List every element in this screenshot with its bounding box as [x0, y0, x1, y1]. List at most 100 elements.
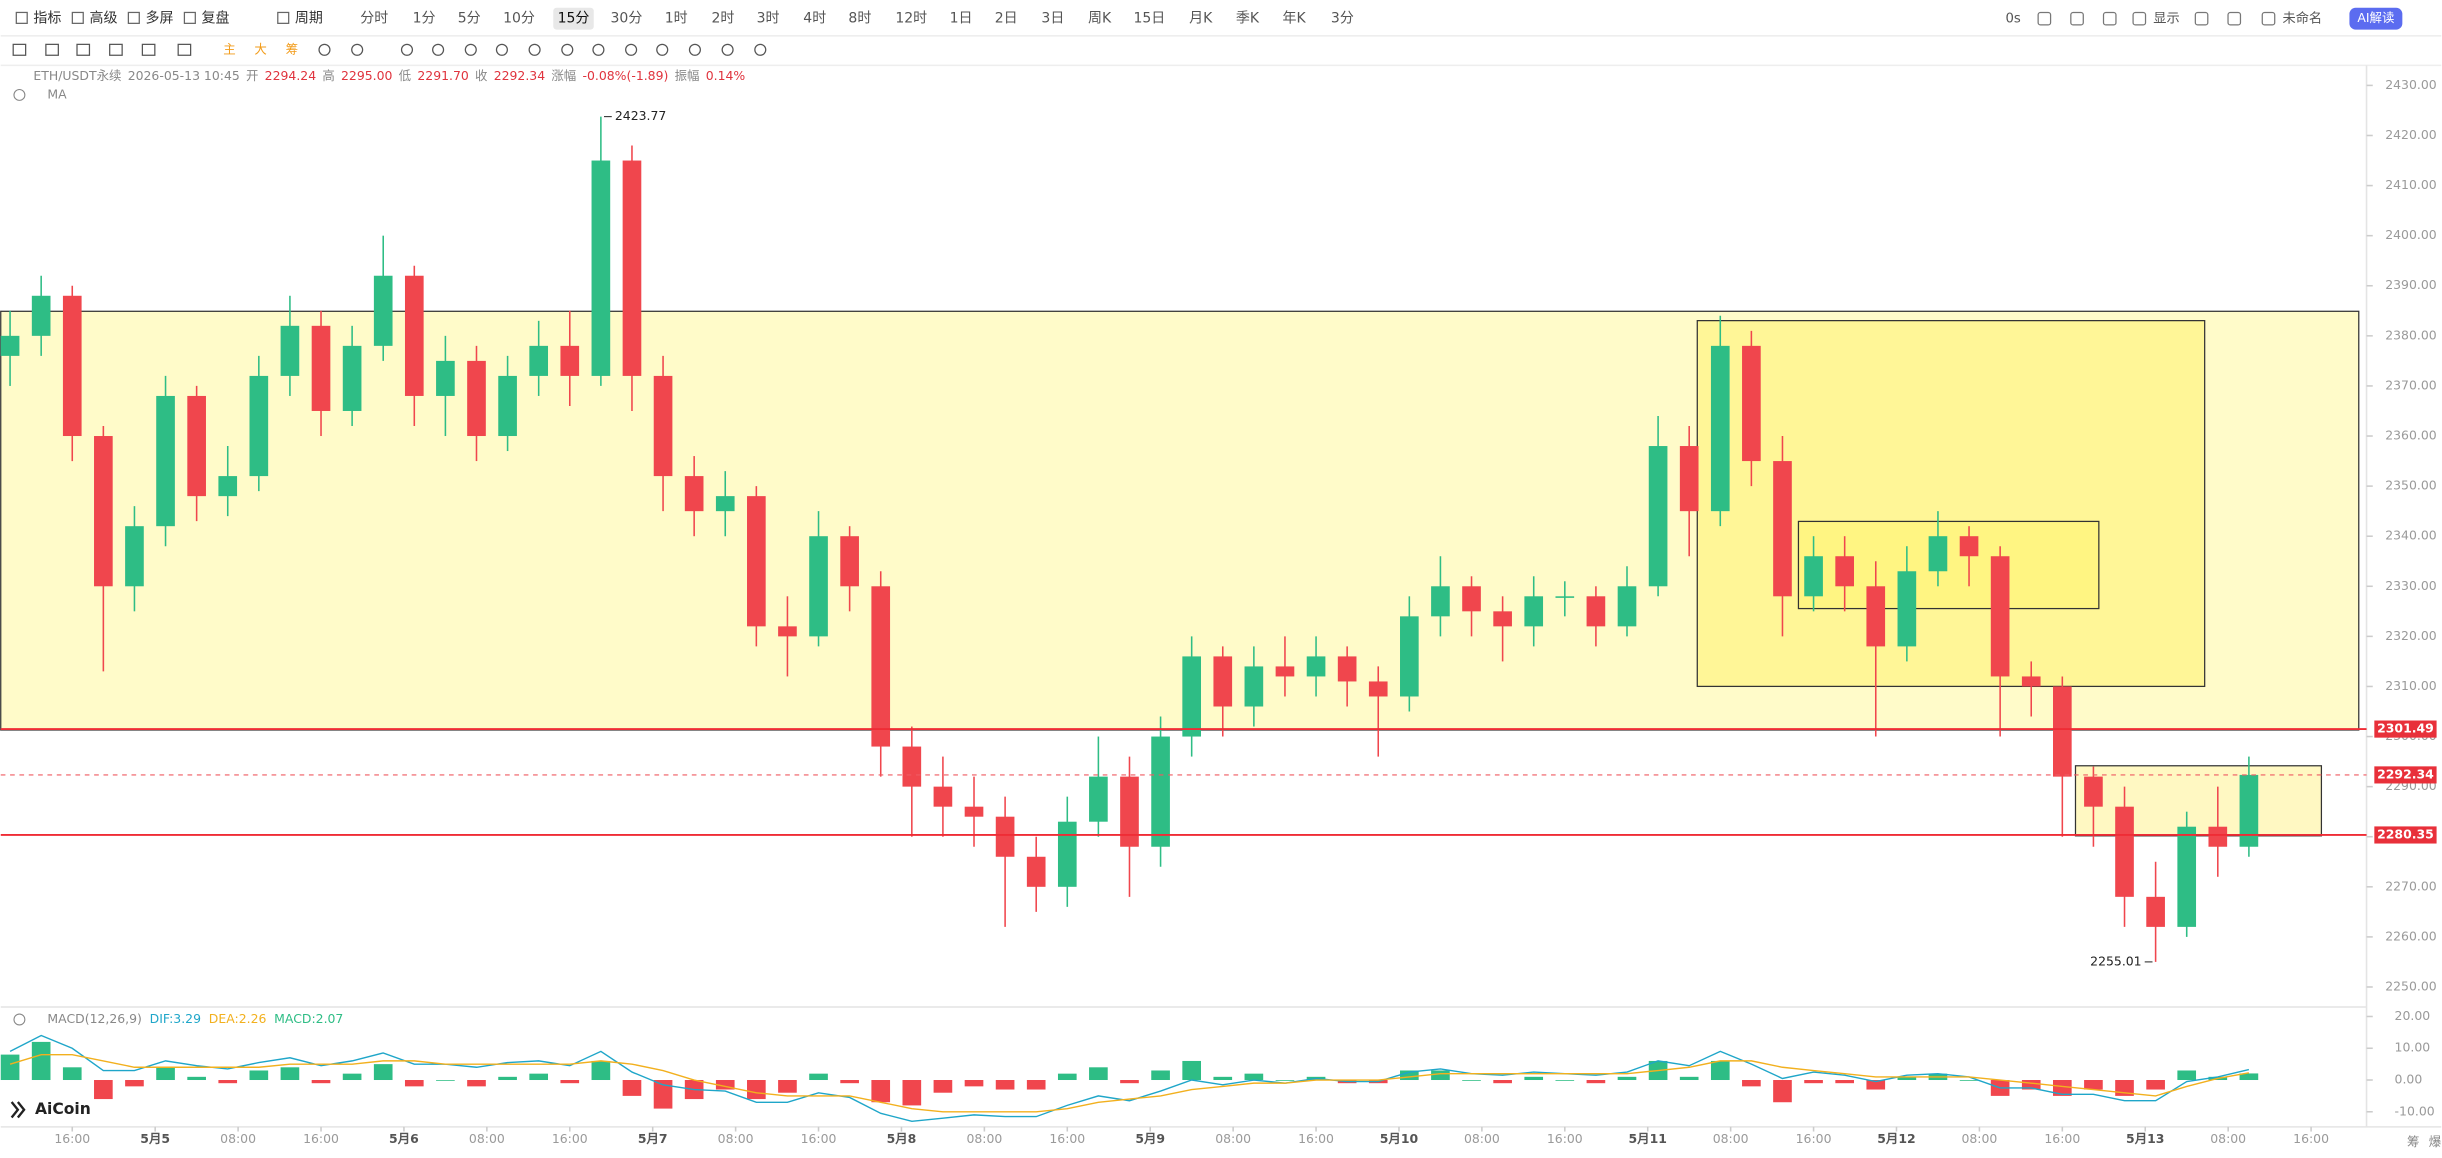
- drawing-tool[interactable]: [464, 43, 477, 56]
- toolbar-button[interactable]: 显示: [2153, 12, 2179, 27]
- macd-bar: [2239, 1073, 2259, 1081]
- x-tick-label: 08:00: [469, 1131, 505, 1146]
- period-button[interactable]: 5分: [458, 11, 481, 27]
- macd-bar: [1897, 1076, 1917, 1081]
- candle-body: [1057, 821, 1077, 887]
- period-button[interactable]: 15分: [558, 11, 590, 27]
- indicator-toggle[interactable]: [13, 1013, 26, 1026]
- candle-body: [964, 806, 984, 817]
- y-tick-label: 2270.00: [2385, 878, 2437, 893]
- candle-body: [529, 345, 549, 376]
- drawing-tool[interactable]: [625, 43, 638, 56]
- period-button[interactable]: 季K: [1236, 11, 1260, 27]
- candle-body: [1835, 556, 1854, 587]
- period-button[interactable]: 年K: [1283, 11, 1307, 27]
- macd-legend: DEA:2.26: [209, 1011, 267, 1026]
- toolbar-icon: [277, 11, 290, 24]
- toolbar-button[interactable]: 指标: [33, 11, 61, 27]
- drawing-tool-label[interactable]: 筹: [286, 41, 298, 56]
- drawing-tool[interactable]: [351, 43, 364, 56]
- period-button[interactable]: 15日: [1133, 11, 1165, 27]
- logo: AiCoin: [35, 1100, 91, 1118]
- toolbar-button[interactable]: 0s: [2005, 12, 2020, 27]
- toolbar-button[interactable]: 高级: [89, 10, 117, 27]
- corner-button[interactable]: 爆: [2429, 1134, 2442, 1149]
- drawing-tool[interactable]: [76, 43, 91, 56]
- period-button[interactable]: 3分: [1331, 11, 1354, 27]
- macd-bar: [995, 1080, 1015, 1090]
- period-button[interactable]: 1时: [665, 11, 688, 27]
- zone[interactable]: [2074, 765, 2323, 837]
- logo-icon: [10, 1101, 26, 1119]
- drawing-tool[interactable]: [141, 43, 156, 56]
- drawing-tool[interactable]: [528, 43, 541, 56]
- x-tick-label: 5月13: [2126, 1131, 2164, 1146]
- drawing-tool[interactable]: [754, 43, 767, 56]
- drawing-tool[interactable]: [495, 43, 508, 56]
- period-button[interactable]: 2时: [711, 11, 734, 27]
- period-button[interactable]: 1日: [950, 11, 973, 27]
- period-button[interactable]: 10分: [503, 11, 535, 27]
- macd-bar: [31, 1041, 51, 1081]
- period-button[interactable]: 8时: [848, 11, 871, 27]
- toolbar-button[interactable]: 周期: [295, 11, 323, 27]
- toolbar-icon: [127, 11, 140, 24]
- drawing-tool[interactable]: [109, 43, 123, 56]
- candle-body: [995, 816, 1015, 857]
- macd-bar: [902, 1080, 922, 1106]
- candle-body: [560, 345, 580, 376]
- drawing-tool[interactable]: [561, 43, 574, 56]
- candle-body: [436, 360, 455, 396]
- period-button[interactable]: 分时: [360, 11, 388, 27]
- drawing-tool[interactable]: [592, 43, 605, 56]
- toolbar-button[interactable]: 多屏: [145, 10, 173, 27]
- drawing-tool[interactable]: [688, 43, 701, 56]
- drawing-tool-label[interactable]: 主: [223, 41, 235, 56]
- macd-bar: [1400, 1070, 1419, 1081]
- drawing-tool[interactable]: [432, 43, 445, 56]
- drawing-tool[interactable]: [400, 43, 414, 56]
- y-tick-label: 2350.00: [2385, 478, 2437, 493]
- candle-body: [1337, 656, 1357, 682]
- candle-body: [1742, 345, 1761, 462]
- candle-body: [715, 496, 735, 512]
- corner-button[interactable]: 筹: [2407, 1134, 2419, 1149]
- ai-button[interactable]: AI解读: [2357, 10, 2394, 25]
- period-button[interactable]: 月K: [1189, 11, 1213, 27]
- macd-legend: DIF:3.29: [150, 1011, 201, 1026]
- period-button[interactable]: 4时: [803, 11, 826, 27]
- period-button[interactable]: 30分: [611, 11, 643, 27]
- candle-body: [653, 375, 673, 477]
- price-tag: [2374, 826, 2437, 844]
- candle-body: [1897, 571, 1917, 647]
- macd-bar: [715, 1080, 735, 1090]
- toolbar-button[interactable]: 复盘: [202, 10, 230, 27]
- toolbar-icon: [2227, 11, 2242, 26]
- candle-body: [1710, 345, 1730, 512]
- x-tick-label: 16:00: [1796, 1131, 1832, 1146]
- drawing-tool-label[interactable]: 大: [254, 41, 266, 56]
- drawing-tool[interactable]: [656, 43, 669, 56]
- period-button[interactable]: 3日: [1041, 11, 1064, 27]
- toolbar-icon: [2070, 11, 2084, 26]
- indicator-toggle[interactable]: [13, 88, 26, 101]
- drawing-tool[interactable]: [177, 43, 192, 56]
- period-button[interactable]: 12时: [895, 11, 927, 27]
- drawing-tool[interactable]: [318, 43, 331, 56]
- period-button[interactable]: 3时: [757, 11, 780, 27]
- y-tick-label: 2390.00: [2385, 277, 2437, 292]
- macd-bar: [653, 1080, 673, 1109]
- macd-bar: [778, 1080, 797, 1093]
- header-text: 涨幅: [551, 68, 576, 83]
- period-button[interactable]: 1分: [413, 11, 436, 27]
- period-button[interactable]: 2日: [995, 11, 1018, 27]
- drawing-tool[interactable]: [45, 43, 59, 56]
- x-tick-label: 16:00: [552, 1131, 588, 1146]
- drawing-tool[interactable]: [721, 43, 734, 56]
- toolbar-button[interactable]: 未命名: [2283, 10, 2323, 27]
- candle-body: [1089, 776, 1108, 822]
- period-button[interactable]: 周K: [1088, 11, 1112, 27]
- toolbar-icon: [2194, 11, 2209, 26]
- ai-button-bg[interactable]: [2349, 7, 2403, 30]
- drawing-tool[interactable]: [12, 43, 27, 56]
